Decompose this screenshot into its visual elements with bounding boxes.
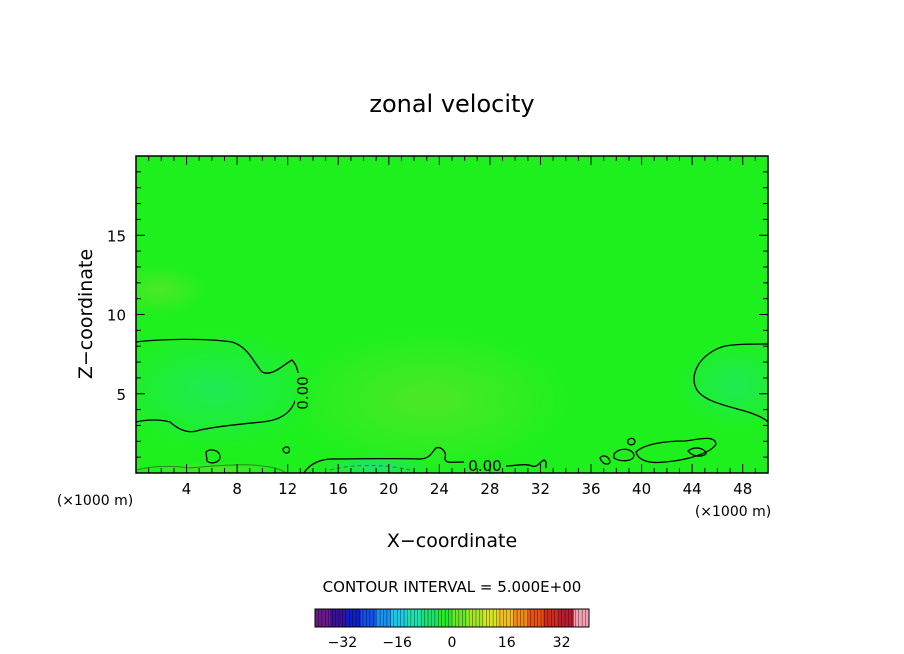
negative-region-left [136, 330, 325, 450]
x-axis-label: X−coordinate [387, 530, 517, 552]
colorbar-segment [345, 609, 362, 627]
zero-contour-pocket-6 [635, 437, 717, 464]
x-tick-label: 28 [480, 480, 499, 498]
colorbar-segment [315, 609, 331, 627]
colorbar-segment [391, 609, 407, 627]
x-tick-label: 8 [232, 480, 242, 498]
x-unit-right: (×1000 m) [695, 504, 771, 520]
x-tick-label: 16 [329, 480, 348, 498]
y-ticks: 5 10 15 [107, 171, 768, 458]
y-tick-label: 15 [107, 227, 126, 245]
zero-contour-pocket-1 [205, 449, 221, 464]
contour-label-bottom: 0.00 [468, 457, 501, 475]
zero-contour-pocket-5 [627, 437, 636, 446]
x-ticks: 4 8 12 16 20 24 28 32 36 40 44 48 [148, 156, 756, 498]
x-tick-label: 40 [632, 480, 651, 498]
contour-label-bg-2 [464, 457, 506, 473]
colorbar: −32 −16 0 16 32 [314, 608, 590, 651]
x-tick-label: 24 [430, 480, 449, 498]
colorbar-segment [467, 609, 483, 627]
colorbar-tick-label: −32 [328, 635, 358, 651]
x-tick-label: 44 [683, 480, 702, 498]
colorbar-segment [512, 609, 529, 627]
contour-label-left: 0.00 [294, 376, 312, 409]
plot-area [136, 156, 768, 473]
colorbar-frame [314, 608, 590, 628]
colorbar-segment [436, 609, 453, 627]
colorbar-tick-label: 0 [448, 635, 457, 651]
zero-contour-pocket-3 [599, 455, 611, 465]
positive-core-bottom-left [145, 462, 285, 473]
colorbar-segment [573, 609, 590, 627]
colorbar-segment [452, 609, 468, 627]
contour-interval-note: CONTOUR INTERVAL = 5.000E+00 [323, 578, 582, 596]
colorbar-tick-label: −16 [382, 635, 412, 651]
colorbar-segment [482, 609, 499, 627]
zero-contour-pocket-4 [613, 448, 635, 462]
colorbar-segment [375, 609, 392, 627]
colorbar-segment [497, 609, 514, 627]
zero-contour-pocket-2 [282, 446, 291, 454]
zero-contour-right [693, 343, 768, 423]
y-axis-label: Z−coordinate [75, 249, 97, 379]
negative-contour-dashed [329, 465, 411, 471]
y-tick-label: 10 [107, 307, 126, 325]
colorbar-tick-label: 32 [553, 635, 571, 651]
positive-region-upper-left [136, 265, 205, 315]
contour-label-bg-1 [295, 373, 311, 413]
colorbar-segment [421, 609, 438, 627]
x-tick-label: 4 [182, 480, 192, 498]
negative-region-right [675, 340, 768, 430]
colorbar-segment [558, 609, 575, 627]
x-tick-label: 12 [278, 480, 297, 498]
y-tick-label: 5 [116, 386, 126, 404]
x-unit-left: (×1000 m) [57, 493, 133, 509]
positive-contour-bottom [136, 464, 287, 473]
colorbar-segment [330, 609, 346, 627]
chart-title: zonal velocity [369, 90, 534, 118]
colorbar-segment [360, 609, 377, 627]
colorbar-tick-label: 16 [498, 635, 516, 651]
x-tick-label: 32 [531, 480, 550, 498]
colorbar-segment [528, 609, 544, 627]
x-tick-label: 48 [733, 480, 752, 498]
x-tick-label: 36 [581, 480, 600, 498]
positive-region-center [290, 330, 570, 470]
x-tick-label: 20 [379, 480, 398, 498]
zero-contour-pocket-7 [687, 447, 707, 457]
zero-contour-bottom [303, 446, 547, 473]
